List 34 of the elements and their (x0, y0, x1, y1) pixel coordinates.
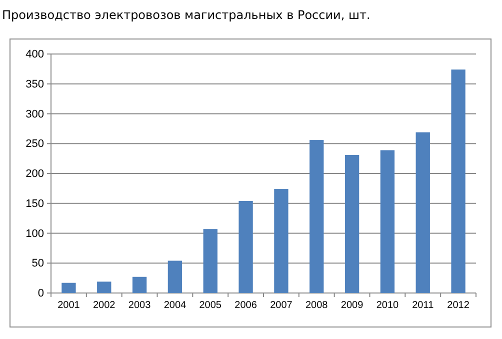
x-tick-label: 2006 (234, 300, 258, 312)
y-tick-label: 300 (26, 108, 44, 120)
y-tick-label: 150 (26, 198, 44, 210)
chart-title: Производство электровозов магистральных в России, шт. (2, 8, 370, 22)
x-tick-label: 2012 (447, 300, 470, 312)
y-tick-label: 400 (26, 48, 44, 61)
bar (97, 282, 112, 293)
bar (344, 154, 360, 293)
bar (132, 276, 147, 293)
x-tick-label: 2005 (199, 300, 222, 312)
bar (203, 229, 218, 293)
y-tick-label: 200 (26, 168, 44, 180)
bar (168, 260, 182, 293)
bar (416, 132, 430, 293)
y-tick-label: 350 (26, 78, 44, 90)
bar (451, 70, 466, 293)
x-tick-label: 2004 (164, 300, 187, 312)
bar (274, 189, 288, 293)
x-tick-label: 2002 (93, 300, 116, 312)
bar (310, 140, 324, 293)
y-tick-label: 250 (26, 138, 44, 150)
x-tick-label: 2011 (412, 300, 434, 312)
x-tick-label: 2001 (58, 300, 80, 312)
x-tick-label: 2003 (128, 300, 152, 312)
x-tick-label: 2009 (340, 300, 364, 312)
x-tick-label: 2007 (270, 300, 293, 312)
x-tick-label: 2008 (306, 300, 328, 312)
y-tick-label: 50 (32, 258, 44, 270)
bar (380, 150, 395, 293)
x-tick-label: 2010 (376, 300, 400, 312)
y-tick-label: 0 (38, 288, 44, 300)
bar (238, 200, 253, 293)
bar (62, 282, 76, 293)
y-tick-label: 100 (26, 228, 44, 240)
